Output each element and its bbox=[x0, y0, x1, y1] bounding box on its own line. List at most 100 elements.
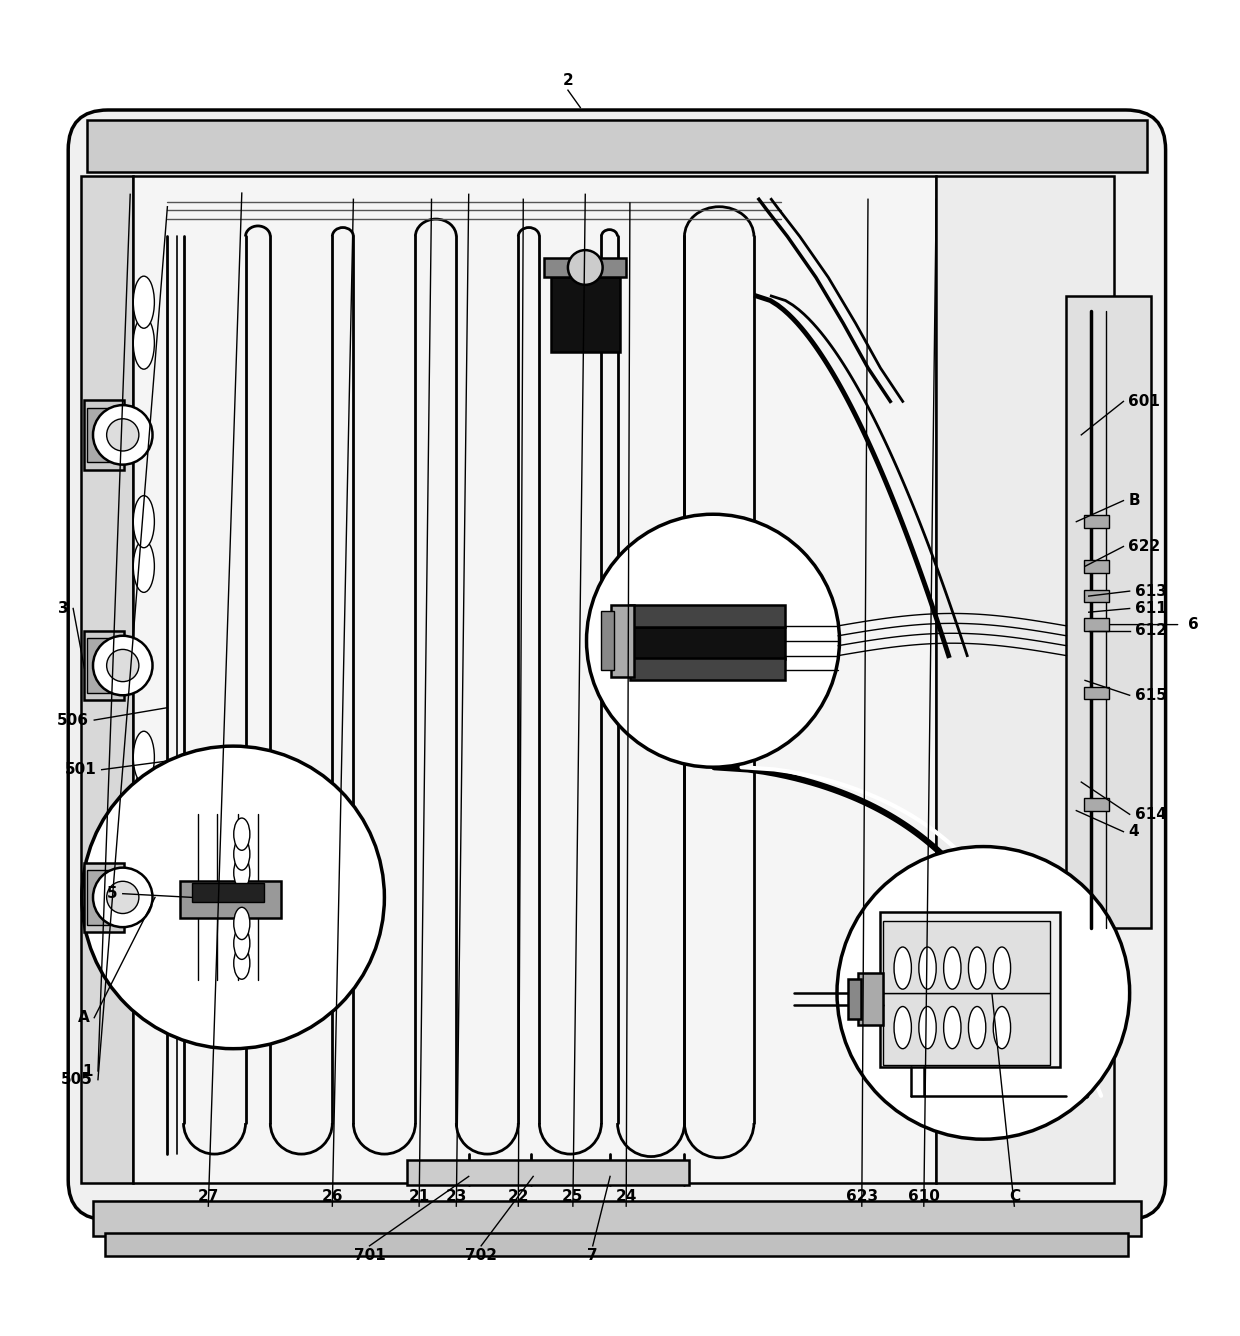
Ellipse shape bbox=[944, 947, 961, 989]
Ellipse shape bbox=[233, 907, 250, 939]
Ellipse shape bbox=[134, 772, 154, 824]
Bar bbox=[84, 863, 124, 933]
Bar bbox=[87, 639, 119, 693]
Text: 4: 4 bbox=[1128, 824, 1140, 839]
Ellipse shape bbox=[894, 947, 911, 989]
Circle shape bbox=[107, 418, 139, 452]
Circle shape bbox=[93, 636, 153, 695]
Bar bbox=[1084, 687, 1109, 699]
Bar bbox=[407, 1160, 689, 1185]
Text: 622: 622 bbox=[1128, 538, 1161, 554]
Circle shape bbox=[93, 867, 153, 927]
Ellipse shape bbox=[919, 947, 936, 989]
Text: 613: 613 bbox=[1135, 584, 1167, 599]
Ellipse shape bbox=[134, 900, 154, 953]
Bar bbox=[611, 605, 634, 676]
Bar bbox=[87, 870, 119, 925]
Text: 702: 702 bbox=[465, 1248, 497, 1264]
Bar bbox=[84, 631, 124, 700]
Bar bbox=[630, 627, 785, 660]
Bar bbox=[1084, 798, 1109, 811]
Bar bbox=[551, 278, 620, 351]
Text: 27: 27 bbox=[197, 1189, 219, 1204]
Text: 615: 615 bbox=[1135, 688, 1167, 703]
Bar bbox=[84, 401, 124, 469]
Ellipse shape bbox=[993, 1006, 1011, 1049]
Text: 701: 701 bbox=[353, 1248, 386, 1264]
Bar bbox=[133, 176, 936, 1182]
Text: A: A bbox=[78, 1010, 89, 1025]
Ellipse shape bbox=[134, 731, 154, 783]
Ellipse shape bbox=[894, 1006, 911, 1049]
Ellipse shape bbox=[233, 927, 250, 959]
Circle shape bbox=[568, 250, 603, 285]
Bar bbox=[87, 407, 119, 462]
Bar bbox=[87, 120, 1147, 172]
Circle shape bbox=[82, 745, 384, 1049]
Text: 22: 22 bbox=[507, 1189, 529, 1204]
Ellipse shape bbox=[134, 277, 154, 329]
Ellipse shape bbox=[233, 947, 250, 979]
Text: 610: 610 bbox=[908, 1189, 940, 1204]
Text: 7: 7 bbox=[588, 1248, 598, 1264]
Bar bbox=[1066, 297, 1151, 929]
Bar bbox=[1084, 560, 1109, 573]
Text: 623: 623 bbox=[846, 1189, 878, 1204]
Text: 1: 1 bbox=[83, 1063, 93, 1078]
Bar bbox=[858, 973, 883, 1025]
Text: 5: 5 bbox=[107, 886, 118, 902]
Ellipse shape bbox=[968, 1006, 986, 1049]
Text: 612: 612 bbox=[1135, 624, 1167, 639]
Bar bbox=[848, 979, 861, 1019]
Text: 614: 614 bbox=[1135, 807, 1167, 822]
Ellipse shape bbox=[134, 946, 154, 998]
Text: 21: 21 bbox=[408, 1189, 430, 1204]
Ellipse shape bbox=[134, 317, 154, 369]
Bar bbox=[601, 611, 614, 671]
Text: 24: 24 bbox=[615, 1189, 637, 1204]
Text: 26: 26 bbox=[321, 1189, 343, 1204]
Bar bbox=[544, 258, 626, 278]
Bar bbox=[180, 882, 281, 918]
Bar bbox=[936, 176, 1114, 1182]
Bar bbox=[630, 605, 785, 627]
Ellipse shape bbox=[968, 947, 986, 989]
Bar bbox=[192, 883, 264, 902]
Bar bbox=[105, 1233, 1128, 1256]
Bar bbox=[1084, 516, 1109, 528]
Text: 3: 3 bbox=[57, 601, 68, 616]
Text: 501: 501 bbox=[64, 762, 97, 778]
Ellipse shape bbox=[944, 1006, 961, 1049]
Text: 601: 601 bbox=[1128, 394, 1161, 409]
Ellipse shape bbox=[233, 856, 250, 888]
Bar bbox=[1084, 619, 1109, 631]
FancyBboxPatch shape bbox=[68, 110, 1166, 1220]
Circle shape bbox=[107, 882, 139, 914]
Ellipse shape bbox=[233, 818, 250, 850]
Ellipse shape bbox=[919, 1006, 936, 1049]
Text: 611: 611 bbox=[1135, 601, 1167, 616]
Bar bbox=[883, 921, 1050, 993]
Bar bbox=[81, 176, 133, 1182]
Circle shape bbox=[837, 847, 1130, 1140]
Text: 2: 2 bbox=[563, 72, 573, 88]
Circle shape bbox=[93, 405, 153, 465]
Ellipse shape bbox=[134, 496, 154, 548]
Bar bbox=[883, 993, 1050, 1065]
Text: 505: 505 bbox=[61, 1073, 93, 1088]
Bar bbox=[880, 912, 1060, 1067]
Ellipse shape bbox=[993, 947, 1011, 989]
Text: B: B bbox=[1128, 493, 1140, 508]
Bar bbox=[93, 1201, 1141, 1236]
Bar bbox=[630, 659, 785, 680]
Bar bbox=[1084, 591, 1109, 603]
Ellipse shape bbox=[134, 540, 154, 592]
Circle shape bbox=[587, 514, 839, 767]
Ellipse shape bbox=[233, 838, 250, 870]
Text: 23: 23 bbox=[445, 1189, 467, 1204]
Circle shape bbox=[107, 649, 139, 681]
Text: 506: 506 bbox=[57, 712, 89, 728]
Text: 6: 6 bbox=[1188, 617, 1199, 632]
Text: C: C bbox=[1009, 1189, 1019, 1204]
Text: 25: 25 bbox=[562, 1189, 584, 1204]
